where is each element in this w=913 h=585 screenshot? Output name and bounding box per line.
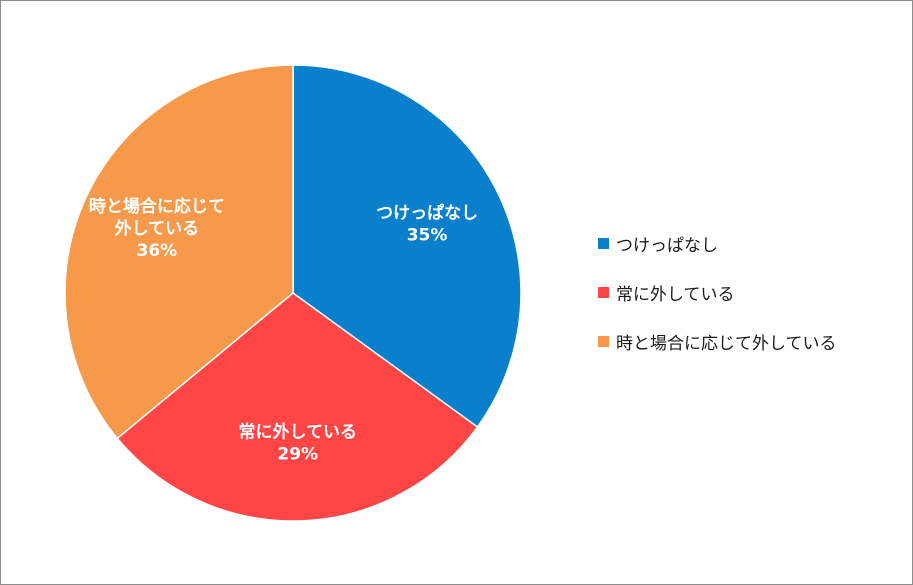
slice-category-label: 時と場合に応じて <box>89 196 225 217</box>
slice-category-label: 常に外している <box>238 421 357 442</box>
legend-label: 時と場合に応じて外している <box>616 333 837 354</box>
legend-swatch <box>598 286 609 298</box>
legend-item: 時と場合に応じて外している <box>598 329 908 354</box>
slice-category-label: つけっぱなし <box>376 203 478 224</box>
legend-label: 常に外している <box>616 284 735 305</box>
legend-label: つけっぱなし <box>616 235 718 256</box>
legend-swatch <box>598 237 609 249</box>
slice-value-label: 29% <box>277 444 318 464</box>
legend-item: つけっぱなし <box>598 231 908 256</box>
pie-slice <box>116 292 479 522</box>
slice-value-label: 35% <box>407 226 448 246</box>
slice-category-label: 外している <box>115 218 200 239</box>
slice-value-label: 36% <box>136 241 177 261</box>
pie-slice <box>64 64 294 440</box>
legend-item: 常に外している <box>598 280 908 305</box>
legend-swatch <box>598 335 609 347</box>
legend: つけっぱなし 常に外している 時と場合に応じて外している <box>598 231 908 378</box>
pie-slice <box>292 64 522 429</box>
